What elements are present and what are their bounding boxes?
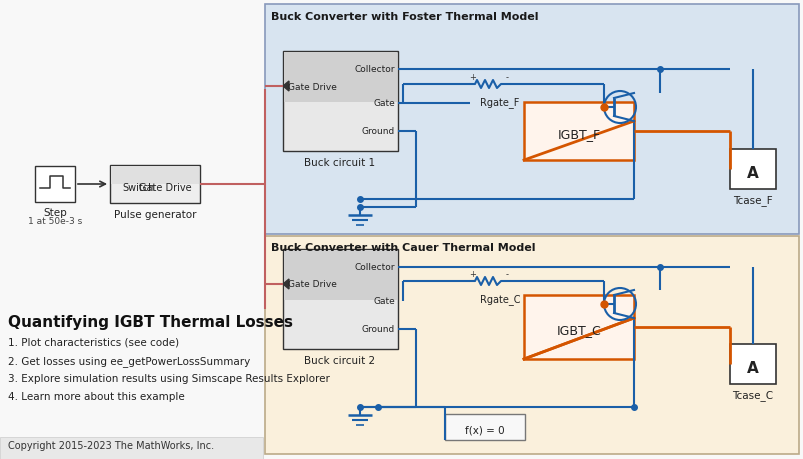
Text: +: + [469, 73, 476, 82]
Text: Collector: Collector [354, 65, 394, 74]
Text: Copyright 2015-2023 The MathWorks, Inc.: Copyright 2015-2023 The MathWorks, Inc. [8, 440, 214, 450]
Bar [283, 251, 397, 300]
Text: Rgate_C: Rgate_C [479, 293, 520, 304]
Text: Buck circuit 2: Buck circuit 2 [304, 355, 375, 365]
Text: -: - [505, 73, 507, 82]
Text: Rgate_F: Rgate_F [479, 97, 519, 108]
Bar [35, 167, 75, 202]
Text: Gate Drive: Gate Drive [287, 82, 336, 91]
Bar [524, 295, 634, 359]
Text: -: - [505, 270, 507, 279]
Bar [111, 167, 199, 185]
Text: Ground: Ground [361, 127, 394, 136]
Bar [283, 52, 397, 151]
Text: Step: Step [43, 207, 67, 218]
Text: Buck Converter with Foster Thermal Model: Buck Converter with Foster Thermal Model [271, 12, 538, 22]
Bar [729, 150, 775, 190]
Text: Tcase_F: Tcase_F [732, 195, 772, 206]
Text: IGBT_C: IGBT_C [556, 324, 601, 337]
Bar [110, 166, 200, 203]
Bar [524, 103, 634, 161]
Polygon shape [283, 280, 288, 289]
Text: Collector: Collector [354, 263, 394, 272]
Bar [444, 414, 524, 440]
Text: +: + [469, 270, 476, 279]
Text: Quantifying IGBT Thermal Losses: Quantifying IGBT Thermal Losses [8, 314, 292, 329]
Text: 4. Learn more about this example: 4. Learn more about this example [8, 391, 185, 401]
Text: Gate Drive: Gate Drive [287, 280, 336, 289]
Text: Tcase_C: Tcase_C [732, 389, 772, 400]
Text: Pulse generator: Pulse generator [113, 210, 196, 219]
Text: f(x) = 0: f(x) = 0 [465, 425, 504, 435]
Bar [283, 53, 397, 103]
Text: IGBT_F: IGBT_F [556, 128, 600, 141]
Text: Ground: Ground [361, 325, 394, 334]
Text: Gate: Gate [373, 99, 394, 108]
Text: Gate: Gate [373, 297, 394, 306]
Bar [265, 236, 798, 454]
Bar [283, 249, 397, 349]
Text: 2. Get losses using ee_getPowerLossSummary: 2. Get losses using ee_getPowerLossSumma… [8, 355, 250, 366]
Text: 1. Plot characteristics (see code): 1. Plot characteristics (see code) [8, 337, 179, 347]
Text: Switch: Switch [122, 183, 154, 193]
Bar [0, 304, 263, 459]
Text: A: A [746, 166, 758, 181]
Text: Gate Drive: Gate Drive [139, 183, 192, 193]
Text: 1 at 50e-3 s: 1 at 50e-3 s [28, 217, 82, 225]
Bar [265, 5, 798, 235]
Bar [729, 344, 775, 384]
Text: Buck circuit 1: Buck circuit 1 [304, 157, 375, 168]
Bar [0, 437, 263, 459]
Text: Buck Converter with Cauer Thermal Model: Buck Converter with Cauer Thermal Model [271, 242, 535, 252]
Text: A: A [746, 361, 758, 375]
Polygon shape [283, 82, 288, 92]
Text: 3. Explore simulation results using Simscape Results Explorer: 3. Explore simulation results using Sims… [8, 373, 329, 383]
